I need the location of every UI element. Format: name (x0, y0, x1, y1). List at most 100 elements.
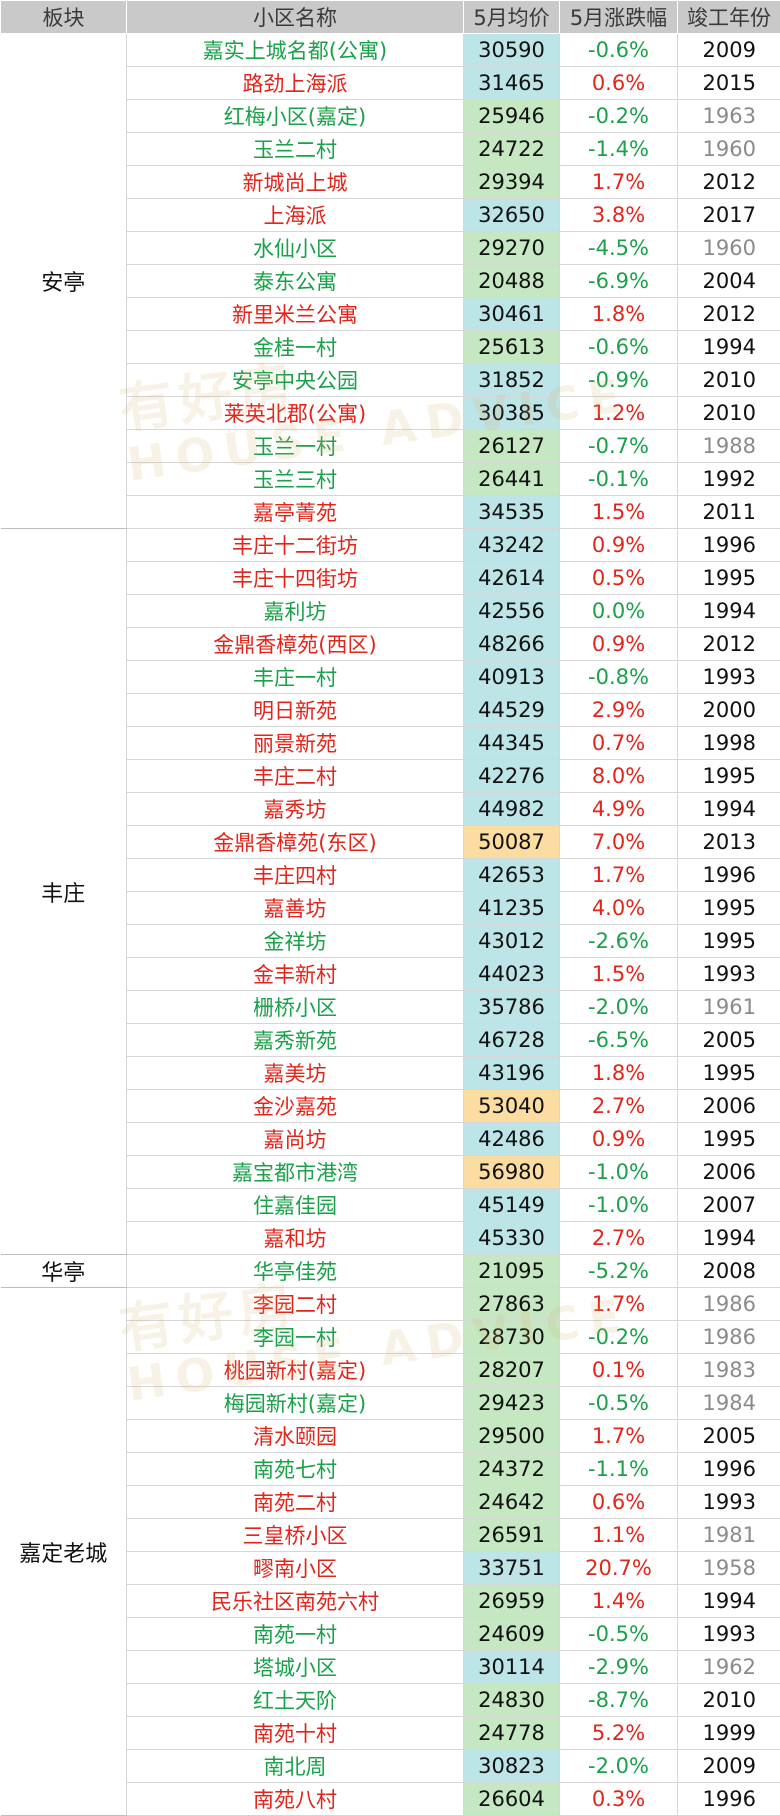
community-name-cell: 嘉美坊 (126, 1056, 464, 1090)
avg-price-cell: 50087 (463, 825, 560, 859)
completion-year-cell: 2012 (677, 627, 780, 661)
completion-year-cell: 1981 (677, 1518, 780, 1552)
table-row: 嘉尚坊 42486 0.9% 1995 (1, 1122, 780, 1156)
completion-year-cell: 2013 (677, 825, 780, 859)
avg-price-cell: 26604 (463, 1782, 560, 1816)
completion-year-cell: 2008 (677, 1254, 780, 1288)
completion-year-cell: 1993 (677, 1617, 780, 1651)
price-change-cell: 1.8% (559, 297, 678, 331)
price-change-cell: -0.2% (559, 99, 678, 133)
avg-price-cell: 45330 (463, 1221, 560, 1255)
completion-year-cell: 1995 (677, 759, 780, 793)
price-change-cell: 0.1% (559, 1353, 678, 1387)
table-row: 南苑一村 24609 -0.5% 1993 (1, 1617, 780, 1651)
price-change-cell: 0.0% (559, 594, 678, 628)
table-row: 嘉秀新苑 46728 -6.5% 2005 (1, 1023, 780, 1057)
community-name-cell: 疁南小区 (126, 1551, 464, 1585)
completion-year-cell: 1995 (677, 1122, 780, 1156)
community-name-cell: 民乐社区南苑六村 (126, 1584, 464, 1618)
avg-price-cell: 34535 (463, 495, 560, 529)
table-row: 南苑七村 24372 -1.1% 1996 (1, 1452, 780, 1486)
price-change-cell: 4.0% (559, 891, 678, 925)
avg-price-cell: 24372 (463, 1452, 560, 1486)
community-name-cell: 嘉尚坊 (126, 1122, 464, 1156)
price-change-cell: -6.9% (559, 264, 678, 298)
community-name-cell: 金桂一村 (126, 330, 464, 364)
table-row: 丰庄一村 40913 -0.8% 1993 (1, 660, 780, 694)
price-change-cell: 3.8% (559, 198, 678, 232)
avg-price-cell: 44023 (463, 957, 560, 991)
community-name-cell: 塔城小区 (126, 1650, 464, 1684)
table-row: 栅桥小区 35786 -2.0% 1961 (1, 990, 780, 1024)
price-change-cell: 0.6% (559, 1485, 678, 1519)
table-row: 明日新苑 44529 2.9% 2000 (1, 693, 780, 727)
avg-price-cell: 56980 (463, 1155, 560, 1189)
table-row: 嘉利坊 42556 0.0% 1994 (1, 594, 780, 628)
avg-price-cell: 41235 (463, 891, 560, 925)
price-change-cell: 1.5% (559, 495, 678, 529)
community-name-cell: 李园二村 (126, 1287, 464, 1321)
price-change-cell: -0.8% (559, 660, 678, 694)
board-cell: 嘉定老城 (0, 1287, 127, 1816)
community-name-cell: 泰东公寓 (126, 264, 464, 298)
community-name-cell: 红土天阶 (126, 1683, 464, 1717)
table-row: 泰东公寓 20488 -6.9% 2004 (1, 264, 780, 298)
table-row: 李园一村 28730 -0.2% 1986 (1, 1320, 780, 1354)
avg-price-cell: 44529 (463, 693, 560, 727)
price-change-cell: 1.7% (559, 165, 678, 199)
community-name-cell: 嘉宝都市港湾 (126, 1155, 464, 1189)
community-name-cell: 嘉利坊 (126, 594, 464, 628)
community-name-cell: 新城尚上城 (126, 165, 464, 199)
avg-price-cell: 24609 (463, 1617, 560, 1651)
board-cell: 丰庄 (0, 528, 127, 1255)
table-row: 金鼎香樟苑(西区) 48266 0.9% 2012 (1, 627, 780, 661)
community-name-cell: 嘉善坊 (126, 891, 464, 925)
avg-price-cell: 44345 (463, 726, 560, 760)
table-row: 住嘉佳园 45149 -1.0% 2007 (1, 1188, 780, 1222)
avg-price-cell: 31852 (463, 363, 560, 397)
price-change-cell: -4.5% (559, 231, 678, 265)
community-name-cell: 金沙嘉苑 (126, 1089, 464, 1123)
avg-price-cell: 29500 (463, 1419, 560, 1453)
table-row: 丰庄四村 42653 1.7% 1996 (1, 858, 780, 892)
completion-year-cell: 1994 (677, 330, 780, 364)
completion-year-cell: 1984 (677, 1386, 780, 1420)
price-change-cell: -1.0% (559, 1155, 678, 1189)
table-row: 丰庄十四街坊 42614 0.5% 1995 (1, 561, 780, 595)
price-change-cell: 1.7% (559, 1287, 678, 1321)
price-change-cell: 2.7% (559, 1221, 678, 1255)
price-change-cell: 7.0% (559, 825, 678, 859)
table-row: 玉兰三村 26441 -0.1% 1992 (1, 462, 780, 496)
avg-price-cell: 53040 (463, 1089, 560, 1123)
table-row: 安亭 嘉实上城名都(公寓) 30590 -0.6% 2009 (0, 33, 780, 529)
table-row: 嘉亭菁苑 34535 1.5% 2011 (1, 495, 780, 529)
community-name-cell: 丰庄一村 (126, 660, 464, 694)
community-name-cell: 丰庄十四街坊 (126, 561, 464, 595)
table-row: 丰庄二村 42276 8.0% 1995 (1, 759, 780, 793)
completion-year-cell: 2000 (677, 693, 780, 727)
price-change-cell: -0.5% (559, 1617, 678, 1651)
completion-year-cell: 1996 (677, 528, 780, 562)
price-change-cell: 0.7% (559, 726, 678, 760)
table-row: 桃园新村(嘉定) 28207 0.1% 1983 (1, 1353, 780, 1387)
col-header-change: 5月涨跌幅 (559, 0, 678, 34)
avg-price-cell: 45149 (463, 1188, 560, 1222)
price-change-cell: -0.7% (559, 429, 678, 463)
price-change-cell: 2.7% (559, 1089, 678, 1123)
completion-year-cell: 2012 (677, 297, 780, 331)
completion-year-cell: 2011 (677, 495, 780, 529)
completion-year-cell: 1958 (677, 1551, 780, 1585)
community-name-cell: 路劲上海派 (126, 66, 464, 100)
price-change-cell: -1.1% (559, 1452, 678, 1486)
table-row: 红梅小区(嘉定) 25946 -0.2% 1963 (1, 99, 780, 133)
community-name-cell: 金丰新村 (126, 957, 464, 991)
table-row: 民乐社区南苑六村 26959 1.4% 1994 (1, 1584, 780, 1618)
avg-price-cell: 32650 (463, 198, 560, 232)
completion-year-cell: 1996 (677, 1782, 780, 1816)
table-row: 嘉善坊 41235 4.0% 1995 (1, 891, 780, 925)
table-row: 金沙嘉苑 53040 2.7% 2006 (1, 1089, 780, 1123)
community-name-cell: 嘉秀新苑 (126, 1023, 464, 1057)
community-name-cell: 红梅小区(嘉定) (126, 99, 464, 133)
avg-price-cell: 46728 (463, 1023, 560, 1057)
price-change-cell: 0.9% (559, 528, 678, 562)
